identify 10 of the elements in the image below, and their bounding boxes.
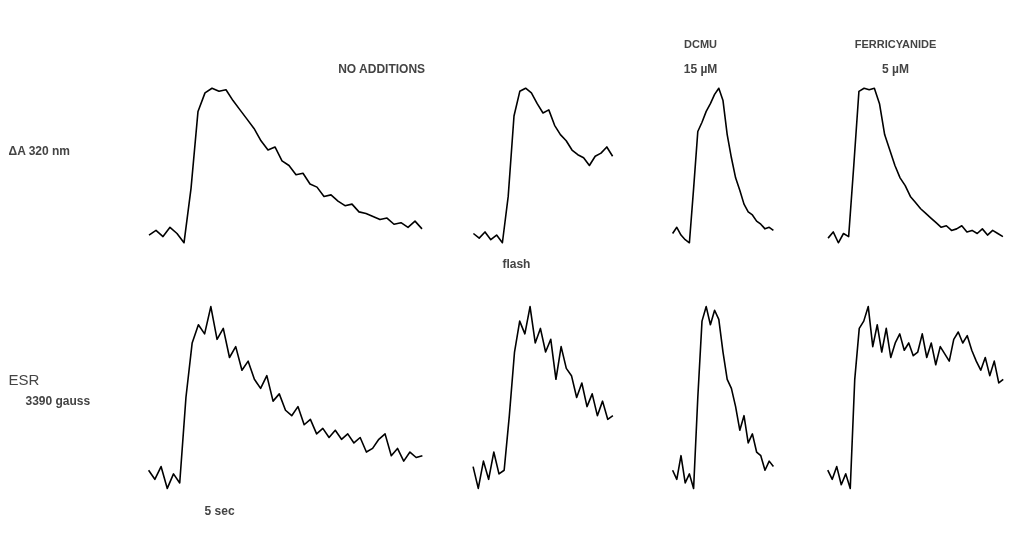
text: flash <box>502 256 531 271</box>
chart-subtitle: 5 µM <box>882 61 909 76</box>
text: 5 sec <box>204 503 235 518</box>
chart-subtitle: 15 µM <box>683 61 718 76</box>
y-axis-title: ΔA 320 nm <box>8 143 71 158</box>
chart-title: DCMU <box>684 37 718 50</box>
y-axis-title: ESR <box>8 371 40 389</box>
chart-title: NO ADDITIONS <box>338 61 426 76</box>
chart-title: FERRICYANIDE <box>854 37 937 50</box>
text: 3390 gauss <box>25 394 91 409</box>
